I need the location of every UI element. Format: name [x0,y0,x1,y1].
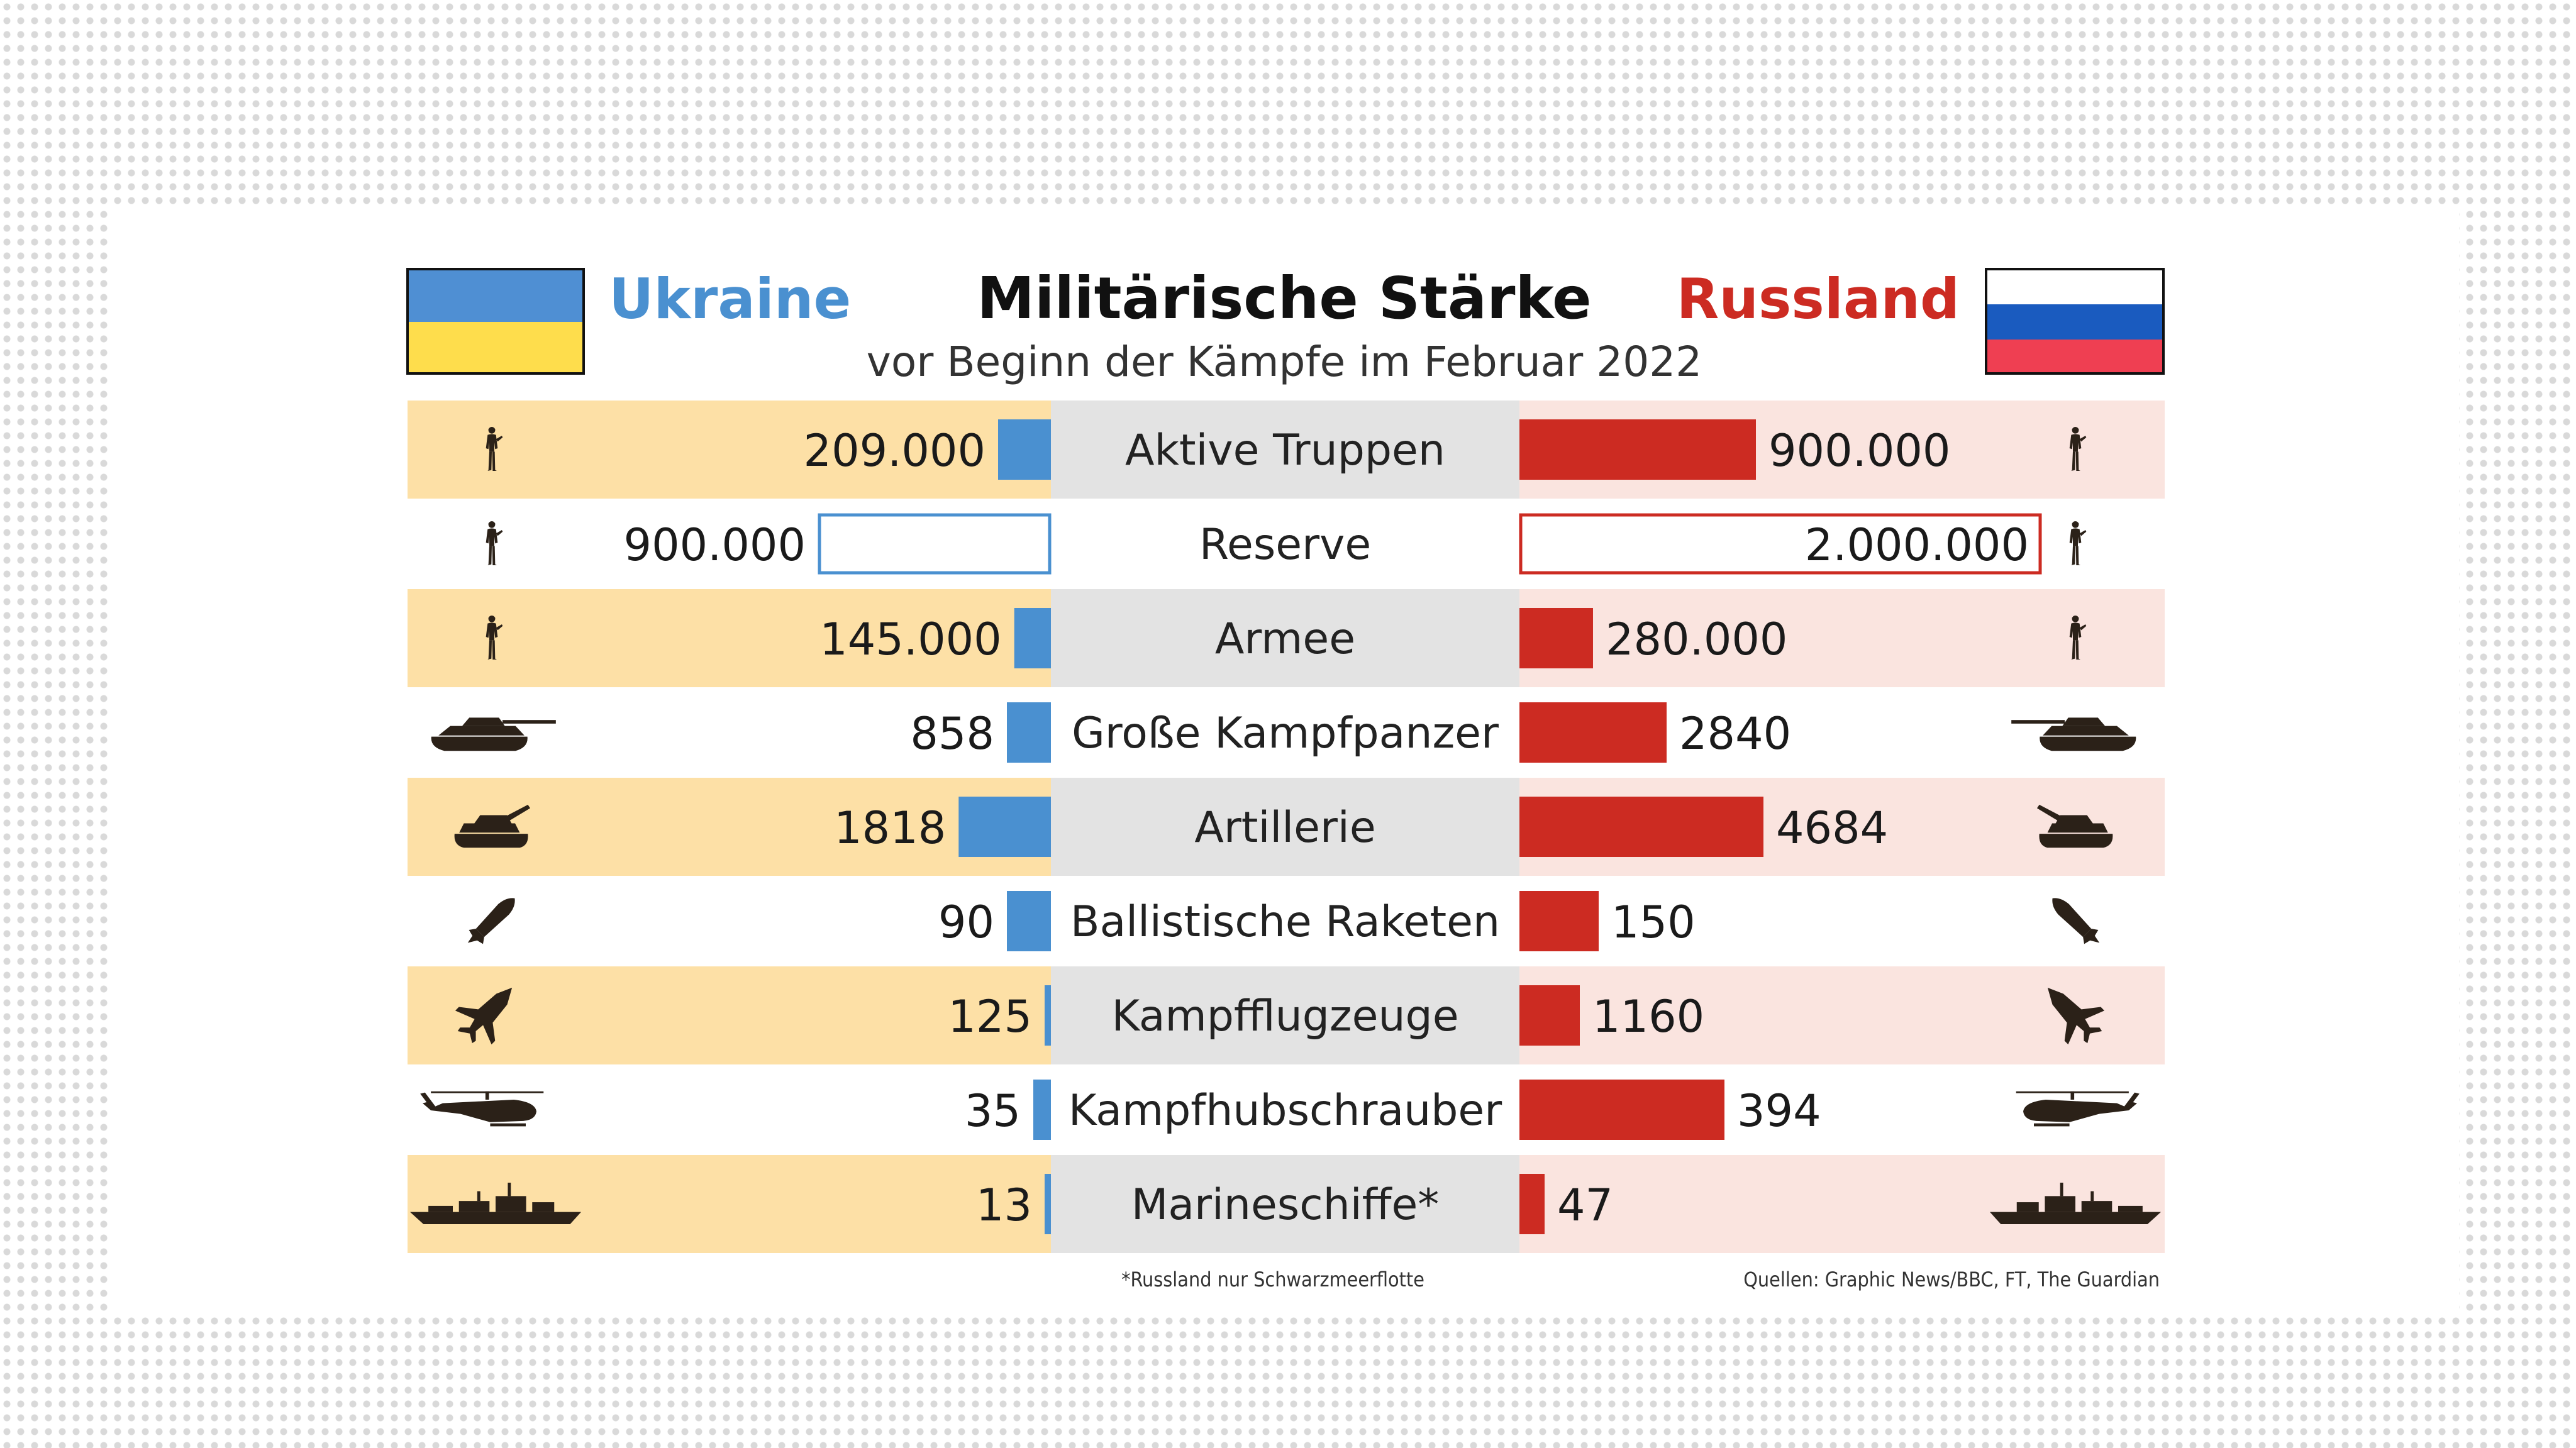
category-label: Aktive Truppen [1125,426,1445,475]
center-row-band [1051,401,1519,499]
row-ballistische-raketen: Ballistische Raketen 90 150 [467,891,2100,951]
russia-row-band [1519,589,2165,687]
russia-value-label: 900.000 [1768,425,1950,477]
rows-layer: Aktive Truppen 209.000 900.000 Reserve 900.0… [408,401,2165,1253]
category-label: Ballistische Raketen [1070,897,1500,947]
ukraine-bar [818,513,1052,575]
ukraine-bar [1045,985,1051,1046]
ukraine-bar [1033,1080,1051,1140]
infographic-card [113,211,2459,1317]
ukraine-bar [1007,702,1051,763]
ukraine-bar [1045,1174,1051,1234]
russia-value-label: 150 [1611,897,1696,948]
russia-value-label: 47 [1557,1180,1613,1231]
row-kampfhubschrauber: Kampfhubschrauber 35 394 [420,1080,2140,1140]
russia-bar [1519,1174,1545,1234]
russia-bar [1519,702,1667,763]
ukraine-value-label: 13 [976,1180,1032,1231]
ukraine-row-band [408,589,1051,687]
center-row-band [1051,966,1519,1064]
russia-flag-border [1985,268,2165,375]
ukraine-row-band [408,966,1051,1064]
category-label: Kampfflugzeuge [1111,992,1458,1041]
russia-bar [1519,1080,1724,1140]
soldier-icon [2069,521,2087,565]
row-kampfflugzeuge: Kampfflugzeuge 125 1160 [408,966,2165,1064]
missile-icon [467,898,515,944]
ukraine-value-label: 145.000 [819,614,1001,665]
ukraine-value-label: 35 [965,1085,1021,1137]
ukraine-row-band [408,401,1051,499]
ukraine-flag [406,268,585,375]
ukraine-bar [998,419,1051,480]
category-label: Marineschiffe* [1131,1180,1440,1230]
sources-note: Quellen: Graphic News/BBC, FT, The Guard… [1743,1268,2160,1291]
row-aktive-truppen: Aktive Truppen 209.000 900.000 [408,401,2165,499]
ukraine-value-label: 900.000 [624,519,806,571]
ukraine-flag-bottom [408,322,584,373]
russia-bar [1519,797,1763,857]
footnote: *Russland nur Schwarzmeerflotte [1121,1268,1424,1291]
russia-bar [1519,608,1593,668]
category-label: Große Kampfpanzer [1072,709,1499,758]
missile-icon [2052,898,2100,944]
category-label: Kampfhubschrauber [1069,1086,1502,1136]
russia-value-label: 394 [1737,1085,1821,1137]
row-artillerie: Artillerie 1818 4684 [408,778,2165,876]
ukraine-value-label: 125 [948,991,1032,1042]
tank-icon [431,717,556,751]
chart-title: Militärische Stärke [977,265,1591,332]
ukraine-bar [1007,891,1051,951]
row-armee: Armee 145.000 280.000 [408,589,2165,687]
russia-bar [1519,891,1599,951]
center-row-band [1051,778,1519,876]
ukraine-value-label: 1818 [834,802,946,854]
soldier-icon [486,521,503,565]
center-row-band [1051,1155,1519,1253]
ukraine-bar [1014,608,1051,668]
russia-value-label: 2.000.000 [1805,519,2029,571]
row-marineschiffe: Marineschiffe* 13 47 [408,1155,2165,1253]
header: Ukraine Militärische Stärke vor Beginn d… [406,265,2165,386]
russia-bar [1519,985,1580,1046]
center-row-band [1051,589,1519,687]
category-label: Armee [1215,614,1355,664]
russia-flag-red [1986,340,2163,373]
chart-subtitle: vor Beginn der Kämpfe im Februar 2022 [867,338,1702,386]
tank-icon [2011,717,2136,751]
russia-bar [1519,419,1756,480]
helicopter-icon [2016,1091,2140,1127]
ukraine-flag-border [406,268,585,375]
row-reserve: Reserve 900.000 2.000.000 [486,513,2087,575]
russia-flag-white [1986,269,2163,304]
russia-value-label: 2840 [1679,708,1791,760]
russia-value-label: 4684 [1776,802,1888,854]
ukraine-heading: Ukraine [609,267,851,331]
ukraine-bar [958,797,1051,857]
helicopter-icon [420,1091,544,1127]
ukraine-value-label: 858 [910,708,994,760]
russia-flag [1985,268,2165,375]
row-grosse-kampfpanzer: Große Kampfpanzer 858 2840 [431,702,2136,763]
russia-bar [1519,513,2042,575]
ukraine-flag-top [408,269,584,322]
russia-value-label: 1160 [1592,991,1704,1042]
russia-row-band [1519,966,2165,1064]
russia-value-label: 280.000 [1606,614,1787,665]
russia-flag-blue [1986,304,2163,340]
ukraine-value-label: 90 [938,897,994,948]
russia-heading: Russland [1677,267,1960,331]
ukraine-value-label: 209.000 [804,425,985,477]
category-label: Artillerie [1194,803,1375,853]
category-label: Reserve [1199,520,1371,570]
